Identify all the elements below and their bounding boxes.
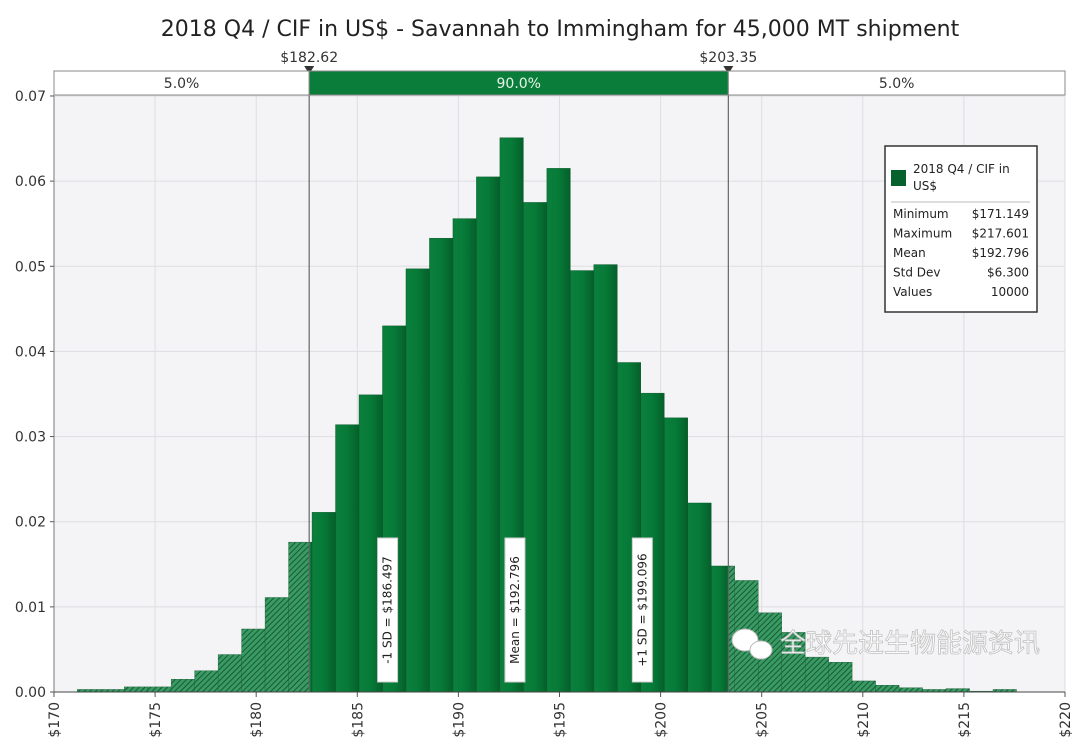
x-tick-label: $175	[148, 702, 164, 738]
legend-stat-label: Mean	[893, 246, 926, 260]
histogram-bar	[429, 237, 454, 693]
legend: 2018 Q4 / CIF in US$ Minimum $171.149 Maximu…	[884, 145, 1038, 313]
histogram-bar	[241, 628, 266, 693]
stat-marker-label: Mean = $192.796	[508, 556, 522, 664]
legend-stat-label: Minimum	[893, 207, 949, 221]
legend-series-name: US$	[913, 179, 937, 193]
y-tick-label: 0.04	[15, 344, 46, 360]
probability-band-label: 5.0%	[879, 76, 915, 92]
histogram-bar	[123, 686, 148, 693]
x-tick-label: $205	[755, 702, 771, 738]
x-tick-label: $220	[1058, 702, 1074, 738]
histogram-bar	[194, 670, 219, 693]
histogram-bar	[945, 688, 970, 693]
legend-stat-label: Std Dev	[893, 266, 940, 280]
histogram-bar	[804, 656, 829, 693]
histogram-bar	[664, 417, 688, 693]
histogram-bar	[147, 686, 172, 693]
histogram-bar	[687, 502, 712, 693]
histogram-bar	[311, 512, 336, 693]
x-tick-label: $215	[957, 702, 973, 738]
y-tick-label: 0.02	[15, 515, 46, 531]
histogram-bar	[898, 687, 923, 693]
probability-band-label: 5.0%	[164, 76, 200, 92]
legend-stat-value: 10000	[991, 285, 1029, 299]
y-tick-label: 0.06	[15, 174, 46, 190]
histogram-bar	[264, 597, 289, 693]
watermark-text: 全球先进生物能源资讯	[780, 629, 1040, 659]
legend-box	[884, 145, 1038, 313]
histogram-bar	[711, 565, 729, 693]
histogram-bar	[728, 565, 735, 693]
probability-band	[727, 70, 1066, 96]
probability-band-label: 90.0%	[497, 76, 541, 92]
y-tick-label: 0.01	[15, 600, 46, 616]
chart-title: 2018 Q4 / CIF in US$ - Savannah to Immin…	[161, 17, 960, 42]
stat-marker-box	[504, 537, 526, 683]
histogram-bar	[335, 424, 360, 693]
stat-marker-box	[377, 537, 399, 683]
delimiter-marker-icon	[304, 66, 315, 74]
y-tick-label: 0.05	[15, 259, 46, 275]
legend-stat-label: Maximum	[893, 227, 952, 241]
y-tick-label: 0.03	[15, 430, 46, 446]
legend-stat-value: $6.300	[987, 266, 1029, 280]
histogram-bar	[851, 680, 876, 693]
watermark: 全球先进生物能源资讯	[731, 628, 1040, 660]
wechat-logo-icon	[731, 628, 773, 660]
histogram-bar	[170, 679, 195, 693]
legend-stat-value: $192.796	[972, 246, 1029, 260]
x-tick-label: $185	[350, 702, 366, 738]
stat-marker-box	[631, 537, 653, 683]
legend-series-name: 2018 Q4 / CIF in	[913, 162, 1010, 176]
x-tick-label: $195	[553, 702, 569, 738]
stat-marker-label: +1 SD = $199.096	[635, 553, 649, 666]
delimiter-marker-icon	[723, 66, 734, 74]
x-tick-label: $210	[856, 702, 872, 738]
legend-swatch	[891, 170, 906, 186]
histogram-bar	[593, 264, 618, 693]
x-tick-label: $170	[47, 702, 63, 738]
x-tick-label: $200	[654, 702, 670, 738]
histogram-bar	[288, 541, 310, 693]
histogram-bar	[405, 268, 430, 693]
legend-stat-value: $217.601	[972, 227, 1029, 241]
histogram-bar	[546, 168, 571, 693]
y-tick-label: 0.00	[15, 685, 46, 701]
histogram-bar	[875, 684, 900, 693]
legend-stat-label: Values	[893, 285, 932, 299]
legend-stat-value: $171.149	[972, 207, 1029, 221]
histogram-bar	[828, 662, 853, 693]
histogram-bar	[476, 176, 501, 693]
delimiter-label: $203.35	[699, 50, 757, 66]
x-tick-label: $190	[451, 702, 467, 738]
stat-marker-label: -1 SD = $186.497	[381, 556, 395, 664]
probability-band	[53, 70, 310, 96]
histogram-bar	[217, 654, 242, 693]
histogram-bar	[570, 270, 595, 693]
histogram-bar	[523, 202, 548, 693]
y-tick-label: 0.07	[15, 89, 46, 105]
delimiter-label: $182.62	[280, 50, 338, 66]
x-tick-label: $180	[249, 702, 265, 738]
histogram-bar	[452, 218, 477, 693]
